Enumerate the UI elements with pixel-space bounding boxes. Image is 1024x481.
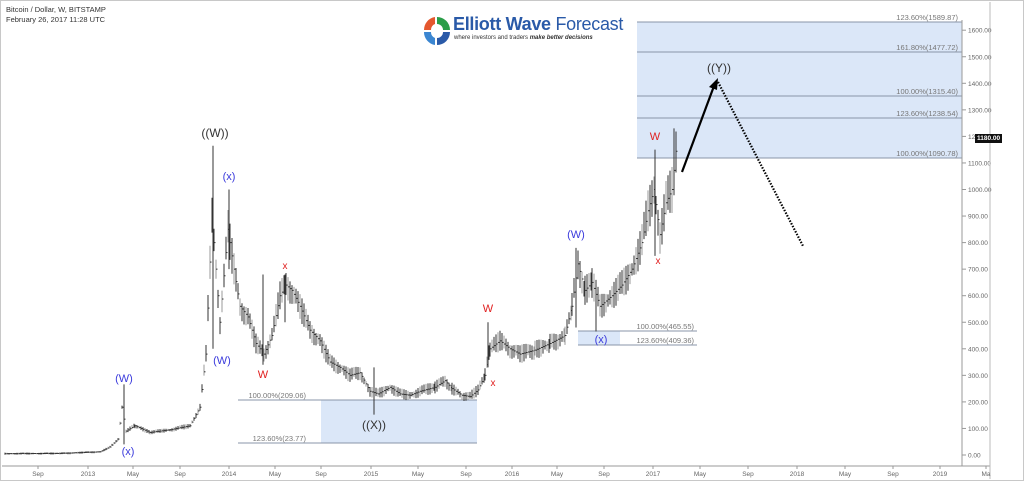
svg-text:Sep: Sep	[174, 471, 186, 478]
svg-text:Sep: Sep	[460, 471, 472, 478]
svg-text:1300.00: 1300.00	[968, 107, 992, 114]
wave-label: ((X))	[362, 418, 386, 432]
svg-text:1000.00: 1000.00	[968, 187, 992, 194]
svg-text:May: May	[412, 471, 425, 478]
svg-text:300.00: 300.00	[968, 373, 988, 380]
chart-header: Bitcoin / Dollar, W, BITSTAMP February 2…	[6, 5, 106, 25]
svg-text:700.00: 700.00	[968, 267, 988, 274]
wave-label: W	[483, 303, 494, 315]
wave-label: x	[656, 256, 661, 267]
wave-label: (x)	[122, 446, 135, 458]
logo-tagline: where investors and traders make better …	[454, 35, 593, 41]
ohlc-bars	[4, 128, 678, 455]
svg-text:500.00: 500.00	[968, 320, 988, 327]
svg-text:Sep: Sep	[598, 471, 610, 478]
svg-text:123.60%(23.77): 123.60%(23.77)	[253, 434, 307, 443]
last-price-tag: 1180.00	[975, 134, 1003, 143]
svg-text:100.00: 100.00	[968, 426, 988, 433]
svg-text:0.00: 0.00	[968, 453, 981, 460]
svg-text:161.80%(1477.72): 161.80%(1477.72)	[896, 43, 958, 52]
svg-text:100.00%(1090.78): 100.00%(1090.78)	[896, 149, 958, 158]
projection-path	[680, 78, 804, 247]
svg-text:123.60%(1238.54): 123.60%(1238.54)	[896, 109, 958, 118]
arrow-head-icon	[709, 78, 718, 90]
wave-label: (W)	[567, 229, 585, 241]
fib-zones	[321, 22, 962, 443]
svg-text:123.60%(1589.87): 123.60%(1589.87)	[896, 13, 958, 22]
svg-text:900.00: 900.00	[968, 214, 988, 221]
svg-text:May: May	[127, 471, 140, 478]
x-axis: Sep 2013 May Sep 2014 May Sep 2015 May Sep 2016 May…	[32, 466, 991, 478]
svg-text:2019: 2019	[933, 471, 948, 478]
wave-label: x	[283, 261, 288, 272]
symbol-title: Bitcoin / Dollar, W, BITSTAMP	[6, 5, 106, 14]
fib-zone-upper	[637, 22, 962, 158]
fib-zone-mid	[578, 331, 620, 345]
wave-label: (x)	[595, 334, 608, 346]
svg-text:2018: 2018	[790, 471, 805, 478]
logo-title: Elliott Wave Forecast	[453, 14, 624, 34]
svg-text:600.00: 600.00	[968, 293, 988, 300]
svg-text:May: May	[551, 471, 564, 478]
svg-text:1400.00: 1400.00	[968, 81, 992, 88]
elliott-wave-forecast-logo: Elliott Wave Forecast where investors an…	[423, 14, 623, 50]
wave-label: (x)	[223, 171, 236, 183]
svg-text:100.00%(209.06): 100.00%(209.06)	[248, 391, 306, 400]
logo-swirl-icon	[423, 17, 450, 45]
svg-text:2017: 2017	[646, 471, 661, 478]
wave-label: W	[258, 369, 269, 381]
svg-text:May: May	[839, 471, 852, 478]
svg-text:1600.00: 1600.00	[968, 28, 992, 35]
wave-label: ((W))	[201, 126, 228, 140]
wave-label: x	[491, 378, 496, 389]
svg-text:May: May	[269, 471, 282, 478]
wave-label: (W)	[213, 355, 231, 367]
svg-text:1500.00: 1500.00	[968, 54, 992, 61]
svg-text:Sep: Sep	[887, 471, 899, 478]
svg-text:May: May	[694, 471, 707, 478]
svg-text:2014: 2014	[222, 471, 237, 478]
svg-text:200.00: 200.00	[968, 399, 988, 406]
wave-labels: (W) (x) ((W)) (W) (x) W x ((X)) W x (W) …	[115, 61, 731, 458]
svg-text:1100.00: 1100.00	[968, 160, 991, 167]
svg-text:2015: 2015	[364, 471, 379, 478]
svg-text:123.60%(409.36): 123.60%(409.36)	[636, 336, 694, 345]
y-axis: 0.00 100.00 200.00 300.00 400.00 500.00 600.00…	[962, 28, 992, 460]
svg-text:100.00%(465.55): 100.00%(465.55)	[636, 322, 694, 331]
svg-text:Sep: Sep	[742, 471, 754, 478]
wave-label: ((Y))	[707, 61, 731, 75]
fib-zone-lower	[321, 400, 477, 443]
svg-text:800.00: 800.00	[968, 240, 988, 247]
svg-text:Ma: Ma	[981, 471, 990, 478]
chart-timestamp: February 26, 2017 11:28 UTC	[6, 15, 106, 24]
svg-text:Sep: Sep	[32, 471, 44, 478]
fib-labels: 123.60%(1589.87) 161.80%(1477.72) 100.00…	[248, 13, 958, 443]
wave-label: (W)	[115, 373, 133, 385]
svg-text:Sep: Sep	[315, 471, 327, 478]
wave-label: W	[650, 131, 661, 143]
fib-lines	[238, 21, 962, 444]
svg-text:400.00: 400.00	[968, 346, 988, 353]
svg-text:2013: 2013	[81, 471, 96, 478]
svg-text:2016: 2016	[505, 471, 520, 478]
svg-text:100.00%(1315.40): 100.00%(1315.40)	[896, 87, 958, 96]
